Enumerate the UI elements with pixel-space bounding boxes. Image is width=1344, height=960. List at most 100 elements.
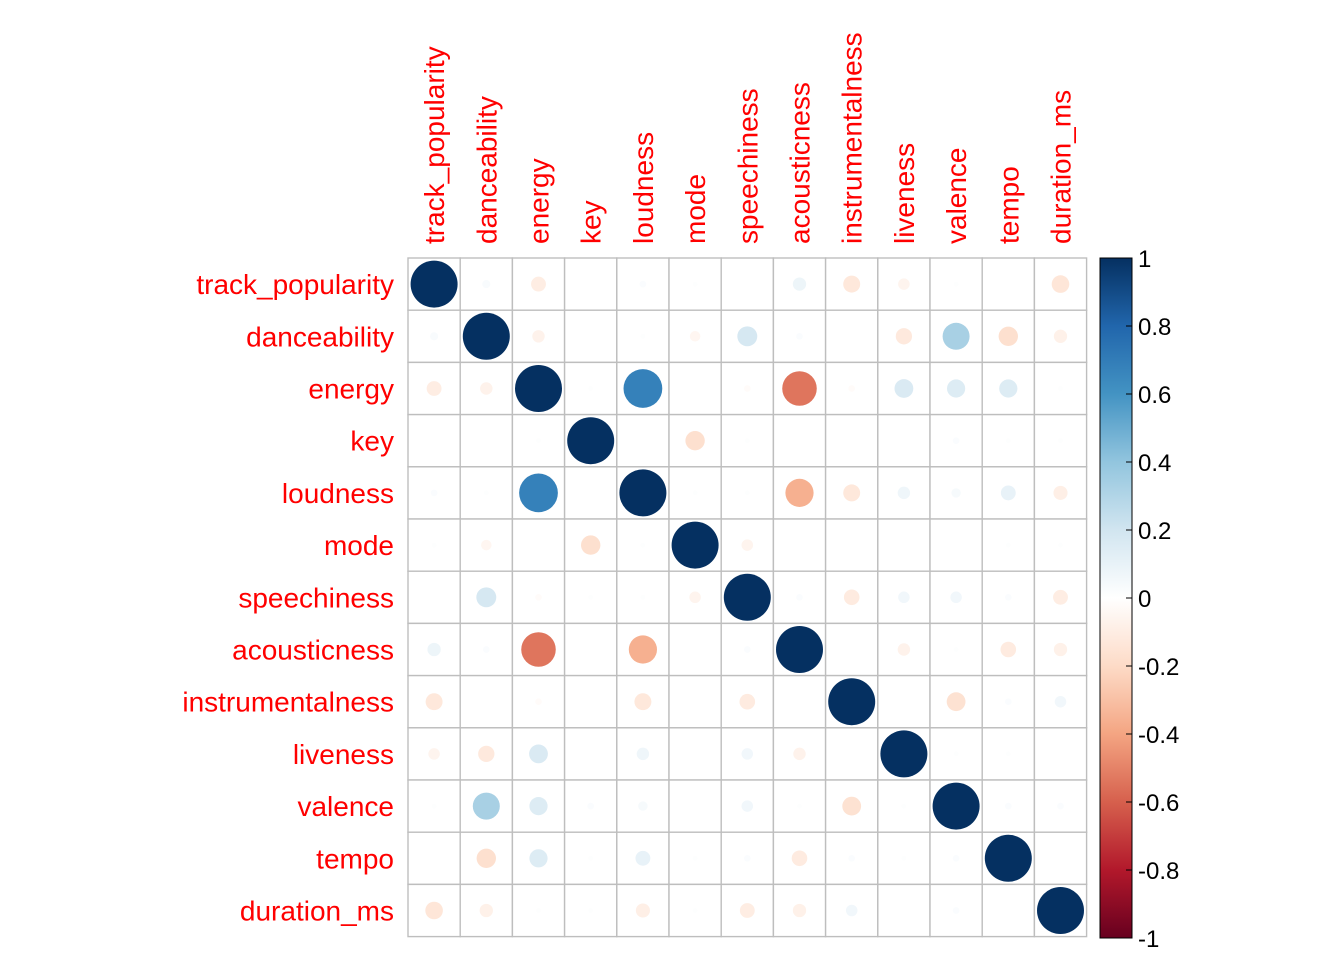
correlation-circle-danceability-danceability xyxy=(462,312,510,360)
legend-tick-label: 1 xyxy=(1138,246,1151,273)
matrix-cell xyxy=(981,257,1036,311)
legend-tick-label: -0.4 xyxy=(1138,722,1179,749)
correlation-circle-loudness-instrumentalness xyxy=(843,484,861,502)
correlation-circle-track-popularity-loudness xyxy=(639,280,647,288)
row-label-tempo: tempo xyxy=(316,843,394,874)
correlation-circle-speechiness-tempo xyxy=(1004,593,1012,601)
correlation-circle-danceability-duration-ms xyxy=(1053,329,1068,343)
matrix-cells xyxy=(407,257,1088,938)
matrix-cell xyxy=(511,518,566,572)
correlation-circle-key-valence xyxy=(952,437,960,445)
correlation-circle-loudness-danceability xyxy=(483,490,489,496)
correlation-circle-danceability-energy xyxy=(532,330,545,343)
legend-tick-label: 0.4 xyxy=(1138,450,1171,477)
correlation-circle-duration-ms-mode xyxy=(692,908,698,913)
correlation-circle-valence-speechiness xyxy=(741,800,754,812)
correlation-circle-valence-valence xyxy=(932,782,980,830)
correlation-circle-acousticness-loudness xyxy=(628,635,658,664)
matrix-cell xyxy=(824,518,879,572)
legend-tick-label: -1 xyxy=(1138,926,1159,953)
correlation-circle-liveness-danceability xyxy=(478,745,495,763)
correlation-circle-energy-loudness xyxy=(623,369,663,408)
correlation-circle-track-popularity-energy xyxy=(531,276,546,292)
correlation-circle-danceability-track-popularity xyxy=(430,332,439,341)
correlation-circle-energy-duration-ms xyxy=(1058,386,1063,391)
correlation-circle-loudness-energy xyxy=(519,473,558,513)
correlation-circle-track-popularity-valence xyxy=(953,281,959,287)
correlation-circle-energy-instrumentalness xyxy=(848,385,856,392)
correlation-circle-energy-speechiness xyxy=(743,385,751,392)
correlation-circle-tempo-mode xyxy=(692,855,698,861)
correlation-circle-liveness-speechiness xyxy=(741,748,754,760)
correlation-circle-tempo-speechiness xyxy=(743,854,751,862)
correlation-circle-mode-tempo xyxy=(1005,542,1011,548)
row-label-mode: mode xyxy=(324,530,394,561)
matrix-cell xyxy=(668,727,722,781)
correlation-circle-valence-instrumentalness xyxy=(842,796,862,816)
correlation-circle-energy-liveness xyxy=(894,379,914,398)
correlation-circle-track-popularity-liveness xyxy=(898,278,910,290)
correlation-circle-key-tempo xyxy=(1005,438,1011,444)
correlation-circles xyxy=(410,260,1084,934)
correlation-circle-track-popularity-mode xyxy=(692,281,698,287)
correlation-circle-tempo-valence xyxy=(952,854,960,862)
matrix-cell xyxy=(720,883,775,938)
correlation-circle-energy-tempo xyxy=(999,379,1018,398)
row-label-loudness: loudness xyxy=(282,478,394,509)
column-label-acousticness: acousticness xyxy=(785,82,816,244)
correlation-circle-mode-loudness xyxy=(640,542,646,548)
correlation-circle-duration-ms-speechiness xyxy=(739,903,755,918)
correlation-circle-duration-ms-danceability xyxy=(479,903,493,918)
matrix-cell xyxy=(824,413,879,468)
correlation-circle-duration-ms-loudness xyxy=(635,903,650,918)
correlation-circle-acousticness-speechiness xyxy=(743,646,751,653)
correlation-circle-speechiness-loudness xyxy=(640,594,646,600)
correlation-circle-track-popularity-danceability xyxy=(482,280,491,289)
matrix-cell xyxy=(668,622,722,677)
column-label-energy: energy xyxy=(524,158,555,244)
correlation-circle-track-popularity-duration-ms xyxy=(1051,275,1070,293)
column-label-valence: valence xyxy=(941,147,972,244)
correlation-circle-tempo-energy xyxy=(529,849,548,868)
matrix-cell xyxy=(720,257,775,311)
matrix-cell xyxy=(877,883,931,938)
matrix-cell xyxy=(772,883,827,938)
matrix-cell xyxy=(459,413,514,468)
correlation-circle-loudness-mode xyxy=(692,490,698,496)
matrix-cell xyxy=(772,518,827,572)
correlation-circle-mode-speechiness xyxy=(741,539,754,551)
matrix-cell xyxy=(824,622,879,677)
correlation-circle-key-mode xyxy=(685,431,705,451)
row-label-duration-ms: duration_ms xyxy=(240,896,394,927)
correlation-circle-acousticness-tempo xyxy=(1000,641,1017,658)
row-label-key: key xyxy=(350,426,394,457)
matrix-cell xyxy=(1033,361,1088,416)
correlation-circle-acousticness-energy xyxy=(521,632,556,667)
correlation-circle-acousticness-liveness xyxy=(897,643,911,656)
correlation-circle-danceability-loudness xyxy=(640,333,646,339)
matrix-cell xyxy=(772,257,827,311)
column-label-loudness: loudness xyxy=(628,132,659,244)
row-label-liveness: liveness xyxy=(293,739,394,770)
matrix-cell xyxy=(563,466,618,520)
correlation-circle-speechiness-acousticness xyxy=(796,593,803,601)
correlation-circle-energy-acousticness xyxy=(782,371,817,406)
correlation-circle-track-popularity-track-popularity xyxy=(410,260,458,308)
correlation-circle-mode-key xyxy=(581,535,601,555)
correlation-circle-liveness-track-popularity xyxy=(428,748,440,760)
column-label-tempo: tempo xyxy=(993,166,1024,244)
matrix-cell xyxy=(407,413,461,468)
legend-tick-label: 0.8 xyxy=(1138,314,1171,341)
matrix-cell xyxy=(772,831,827,886)
correlation-circle-valence-danceability xyxy=(472,792,500,820)
column-label-liveness: liveness xyxy=(889,143,920,244)
correlation-circle-liveness-energy xyxy=(529,744,548,764)
correlation-circle-instrumentalness-instrumentalness xyxy=(828,678,876,726)
correlation-circle-energy-danceability xyxy=(480,382,493,395)
correlation-circle-duration-ms-acousticness xyxy=(792,903,807,918)
matrix-cell xyxy=(668,779,722,833)
correlation-circle-duration-ms-track-popularity xyxy=(425,901,443,920)
matrix-cell xyxy=(407,570,461,625)
correlation-circle-danceability-tempo xyxy=(998,326,1018,346)
correlation-circle-tempo-danceability xyxy=(476,848,496,868)
